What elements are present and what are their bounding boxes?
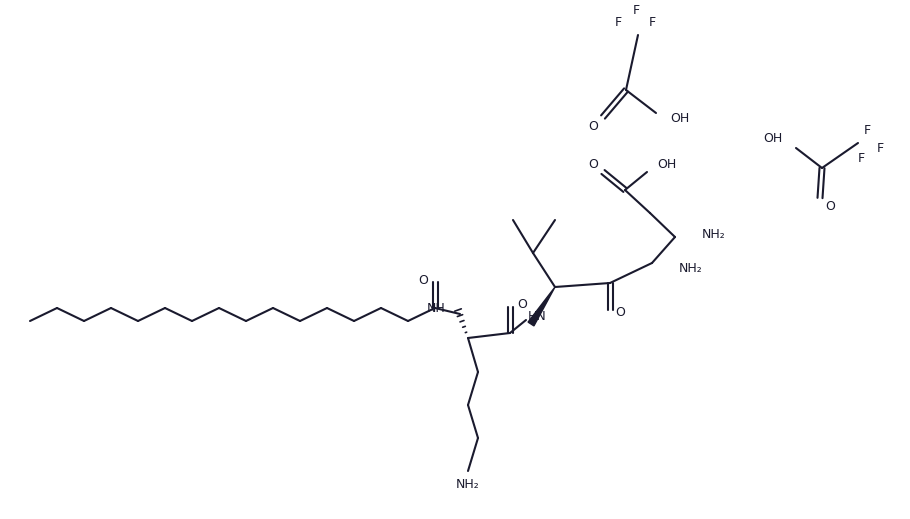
Polygon shape [528,287,555,326]
Text: OH: OH [657,157,676,171]
Text: O: O [588,119,598,132]
Text: O: O [615,307,625,320]
Text: O: O [517,298,527,311]
Text: F: F [649,16,655,29]
Text: NH: NH [426,302,445,315]
Text: F: F [876,142,884,155]
Text: NH₂: NH₂ [702,227,726,240]
Text: F: F [864,124,871,136]
Text: O: O [418,274,428,286]
Text: O: O [825,200,835,213]
Text: OH: OH [763,132,783,145]
Text: F: F [614,16,622,29]
Text: O: O [588,157,598,171]
Text: F: F [857,153,864,166]
Text: HN: HN [528,309,547,322]
Text: NH₂: NH₂ [456,479,480,491]
Text: OH: OH [670,112,689,125]
Text: NH₂: NH₂ [679,262,703,275]
Text: F: F [632,5,640,18]
